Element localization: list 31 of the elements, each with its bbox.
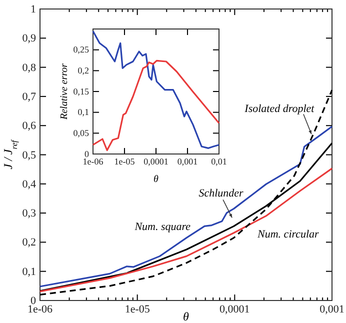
annotation: Isolated droplet — [244, 103, 316, 116]
y-tick-label: 0,5 — [22, 149, 36, 162]
y-tick-label: 0,1 — [22, 266, 36, 278]
y-tick-label: 0,2 — [22, 236, 36, 249]
y-tick-label: 0,25 — [73, 44, 90, 55]
y-tick-label: 0,3 — [22, 208, 36, 220]
annotation: Num. square — [134, 221, 191, 234]
x-tick-label: 1e-05 — [124, 303, 150, 316]
x-tick-label: 0,001 — [320, 303, 344, 316]
annotation: Num. circular — [256, 228, 320, 240]
annotation: Schlunder — [198, 188, 244, 200]
x-tick-label: 1e-06 — [82, 156, 104, 166]
y-axis-title: Relative error — [59, 63, 70, 121]
y-tick-label: 0 — [84, 148, 90, 159]
y-tick-label: 0,05 — [73, 128, 90, 138]
y-tick-label: 0,2 — [78, 66, 89, 76]
y-tick-label: 0,9 — [22, 32, 36, 45]
x-tick-label: 1e-05 — [114, 156, 136, 166]
y-tick-label: 0,1 — [78, 107, 89, 118]
x-tick-label: 0,0001 — [144, 156, 168, 166]
y-tick-label: 0,4 — [22, 178, 36, 190]
y-tick-label: 1 — [30, 4, 36, 16]
y-tick-label: 0,7 — [22, 90, 36, 103]
y-tick-label: 0,8 — [22, 62, 36, 74]
y-tick-label: 0,6 — [22, 120, 36, 132]
x-axis-title: θ — [183, 310, 190, 323]
x-tick-label: 0,001 — [177, 156, 198, 166]
y-tick-label: 0,15 — [73, 86, 90, 96]
x-tick-label: 0,01 — [211, 156, 227, 166]
x-tick-label: 0,0001 — [220, 303, 250, 316]
x-axis-title: θ — [154, 174, 159, 185]
